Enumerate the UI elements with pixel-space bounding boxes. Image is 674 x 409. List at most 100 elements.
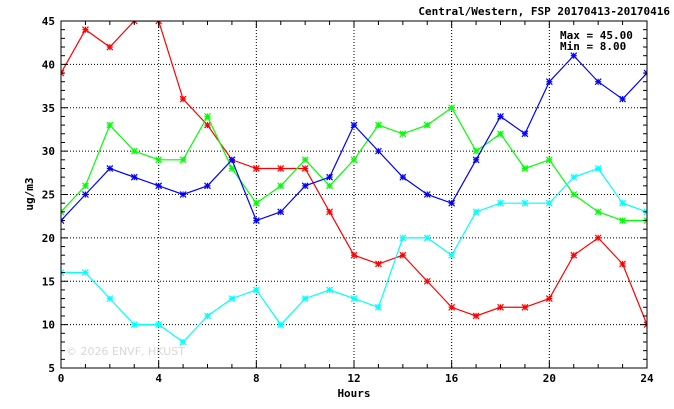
- data-point: [252, 199, 260, 207]
- data-point: [399, 173, 407, 181]
- data-point: [326, 182, 334, 190]
- data-point: [155, 156, 163, 164]
- y-tick-label: 35: [42, 102, 55, 115]
- watermark: © 2026 ENVF, HKUST: [66, 345, 185, 358]
- data-point: [252, 286, 260, 294]
- data-point: [521, 303, 529, 311]
- y-tick-label: 15: [42, 275, 55, 288]
- data-point: [179, 156, 187, 164]
- data-point: [350, 295, 358, 303]
- x-axis-label: Hours: [337, 387, 370, 400]
- data-point: [155, 182, 163, 190]
- data-point: [472, 147, 480, 155]
- data-point: [521, 199, 529, 207]
- data-point: [350, 121, 358, 129]
- data-point: [619, 95, 627, 103]
- y-axis-label: ug/m3: [23, 177, 36, 210]
- series-3: [61, 52, 647, 224]
- data-point: [81, 26, 89, 34]
- series-2: [61, 104, 647, 224]
- x-tick-label: 8: [253, 372, 260, 385]
- data-point: [155, 321, 163, 329]
- data-point: [570, 251, 578, 259]
- series-4: [61, 165, 647, 346]
- data-point: [204, 312, 211, 320]
- data-point: [228, 165, 236, 172]
- y-tick-label: 10: [42, 319, 55, 332]
- data-point: [106, 295, 114, 303]
- data-point: [252, 165, 260, 172]
- data-point: [545, 199, 553, 207]
- data-point: [497, 130, 504, 138]
- data-point: [350, 251, 358, 259]
- data-point: [570, 52, 578, 60]
- chart-title: Central/Western, FSP 20170413-20170416: [418, 5, 670, 18]
- data-point: [326, 286, 334, 294]
- data-point: [423, 191, 431, 198]
- data-point: [179, 95, 187, 103]
- x-tick-label: 0: [58, 372, 65, 385]
- data-point: [472, 312, 480, 320]
- data-point: [204, 182, 211, 190]
- data-point: [619, 260, 627, 268]
- data-point: [448, 199, 456, 207]
- max-label: Max = 45.00: [560, 29, 633, 42]
- data-point: [81, 269, 89, 276]
- data-point: [326, 173, 334, 181]
- data-point: [594, 208, 602, 216]
- data-point: [448, 104, 456, 112]
- data-point: [130, 147, 138, 155]
- data-point: [521, 130, 529, 138]
- data-point: [179, 338, 187, 346]
- data-point: [228, 156, 236, 164]
- y-tick-label: 45: [42, 15, 55, 28]
- data-point: [521, 165, 529, 172]
- data-point: [228, 295, 236, 303]
- y-tick-label: 5: [48, 362, 55, 375]
- data-point: [619, 199, 627, 207]
- data-point: [594, 234, 602, 242]
- data-point: [545, 295, 553, 303]
- data-point: [374, 147, 382, 155]
- data-point: [277, 321, 285, 329]
- data-point: [81, 182, 89, 190]
- data-point: [448, 303, 456, 311]
- data-point: [472, 208, 480, 216]
- axis-ticks: 0 4 8 12 16 20 24 5 10 15 20 25 30 35 40 45: [42, 15, 654, 385]
- data-point: [619, 217, 627, 224]
- y-tick-label: 30: [42, 145, 55, 158]
- data-point: [81, 191, 89, 198]
- data-point: [570, 173, 578, 181]
- data-point: [497, 113, 504, 120]
- data-point: [423, 277, 431, 285]
- data-point: [594, 78, 602, 86]
- data-point: [130, 321, 138, 329]
- data-point: [399, 130, 407, 138]
- data-point: [594, 165, 602, 172]
- data-point: [497, 199, 504, 207]
- data-point: [130, 173, 138, 181]
- data-point: [204, 113, 211, 120]
- data-point: [423, 234, 431, 242]
- data-point: [106, 43, 114, 51]
- x-tick-label: 24: [640, 372, 654, 385]
- data-point: [301, 182, 309, 190]
- series-layer: [61, 21, 647, 346]
- data-point: [472, 156, 480, 164]
- data-point: [570, 191, 578, 198]
- data-point: [399, 234, 407, 242]
- data-point: [374, 303, 382, 311]
- x-tick-label: 4: [155, 372, 162, 385]
- grid-lines: [61, 21, 647, 368]
- data-point: [350, 156, 358, 164]
- data-point: [301, 295, 309, 303]
- x-tick-label: 16: [445, 372, 459, 385]
- data-point: [301, 156, 309, 164]
- data-point: [252, 217, 260, 224]
- data-point: [204, 121, 211, 129]
- data-point: [277, 182, 285, 190]
- data-point: [497, 303, 504, 311]
- x-tick-label: 20: [543, 372, 556, 385]
- y-tick-label: 40: [42, 58, 55, 71]
